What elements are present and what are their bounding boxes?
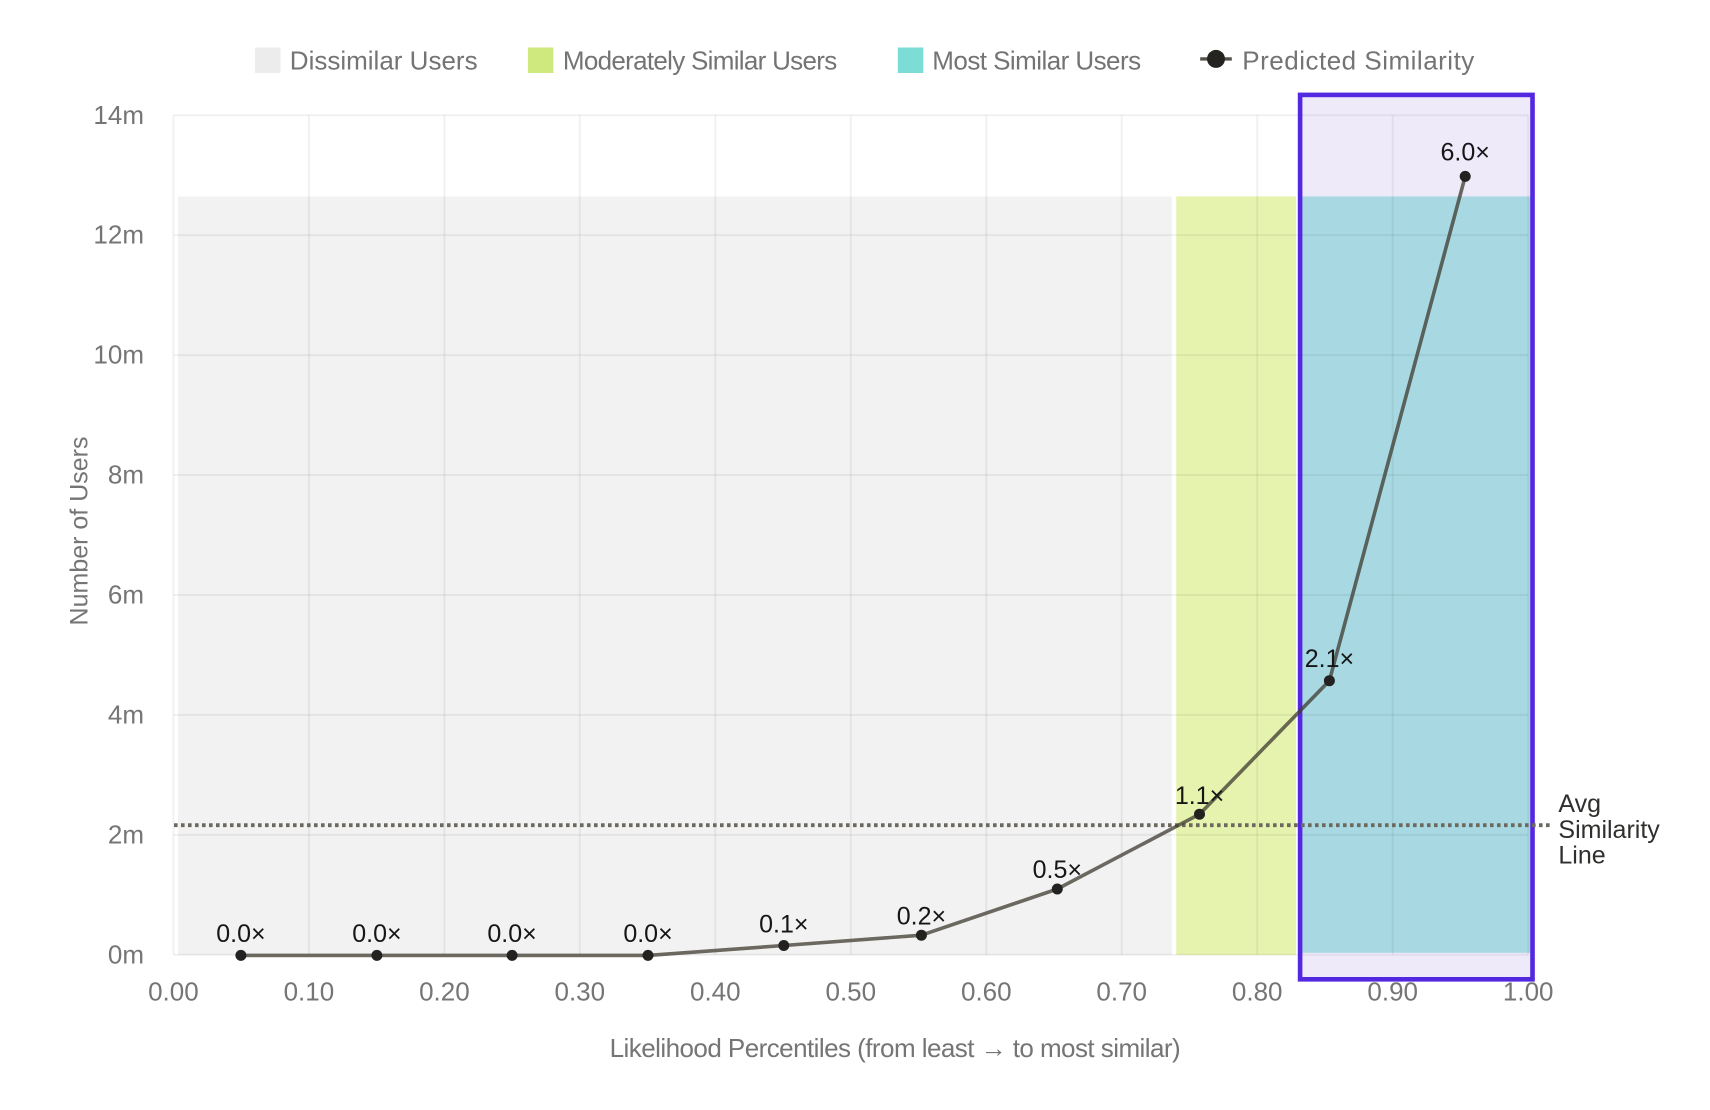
svg-text:0.0×: 0.0× [623, 920, 672, 948]
svg-text:0.40: 0.40 [690, 976, 741, 1006]
svg-text:Moderately Similar Users: Moderately Similar Users [563, 45, 837, 75]
svg-text:1.1×: 1.1× [1175, 782, 1224, 810]
svg-text:Most Similar Users: Most Similar Users [932, 45, 1141, 75]
svg-text:0.5×: 0.5× [1033, 856, 1082, 884]
svg-text:6m: 6m [108, 580, 144, 610]
svg-text:0.00: 0.00 [148, 976, 199, 1006]
svg-text:Similarity: Similarity [1558, 816, 1660, 844]
svg-text:4m: 4m [108, 700, 144, 730]
svg-text:0.20: 0.20 [419, 976, 470, 1006]
svg-text:0.0×: 0.0× [352, 920, 401, 948]
svg-text:0.10: 0.10 [284, 976, 335, 1006]
svg-text:0.60: 0.60 [961, 976, 1012, 1006]
svg-text:0.70: 0.70 [1096, 976, 1147, 1006]
svg-text:Number of Users: Number of Users [66, 437, 94, 626]
svg-text:Avg: Avg [1558, 790, 1601, 818]
svg-text:6.0×: 6.0× [1441, 138, 1490, 166]
svg-text:1.00: 1.00 [1503, 976, 1554, 1006]
svg-text:0.1×: 0.1× [759, 911, 808, 939]
svg-text:0.2×: 0.2× [897, 902, 946, 930]
svg-text:Predicted Similarity: Predicted Similarity [1242, 45, 1475, 75]
svg-text:0.50: 0.50 [825, 976, 876, 1006]
svg-text:Dissimilar Users: Dissimilar Users [290, 45, 478, 75]
svg-text:0.30: 0.30 [554, 976, 605, 1006]
svg-text:2.1×: 2.1× [1305, 645, 1354, 673]
svg-text:0.90: 0.90 [1367, 976, 1418, 1006]
svg-text:0.80: 0.80 [1232, 976, 1283, 1006]
svg-text:10m: 10m [93, 340, 144, 370]
svg-text:8m: 8m [108, 460, 144, 490]
svg-text:Line: Line [1558, 841, 1605, 869]
svg-text:0m: 0m [108, 939, 144, 969]
svg-text:12m: 12m [93, 220, 144, 250]
svg-text:2m: 2m [108, 820, 144, 850]
svg-text:Likelihood Percentiles (from l: Likelihood Percentiles (from least → to … [610, 1033, 1181, 1063]
svg-text:0.0×: 0.0× [216, 920, 265, 948]
svg-text:14m: 14m [93, 100, 144, 130]
svg-text:0.0×: 0.0× [487, 920, 536, 948]
